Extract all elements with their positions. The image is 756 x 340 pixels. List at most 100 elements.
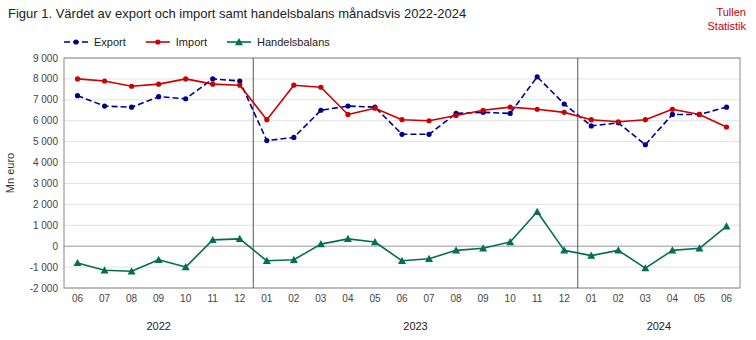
year-label: 2024 — [647, 320, 671, 332]
point — [589, 123, 594, 128]
point — [291, 135, 296, 140]
point — [668, 246, 676, 253]
point — [317, 240, 325, 247]
point — [614, 246, 622, 253]
point — [372, 106, 377, 111]
point — [589, 117, 594, 122]
watermark: Statistik — [707, 20, 746, 32]
point — [508, 105, 513, 110]
year-separator — [253, 58, 254, 288]
point — [290, 256, 298, 263]
point — [453, 113, 458, 118]
x-tick-label: 06 — [72, 293, 84, 304]
x-tick-label: 09 — [478, 293, 490, 304]
y-axis-label: Mn euro — [4, 153, 16, 193]
x-tick-label: 11 — [532, 293, 543, 304]
y-tick-label: 7 000 — [33, 94, 58, 105]
x-tick-label: 04 — [342, 293, 354, 304]
y-tick-label: 3 000 — [33, 178, 58, 189]
point — [425, 255, 433, 262]
y-tick-label: 1 000 — [33, 220, 58, 231]
point — [129, 105, 134, 110]
point — [695, 244, 703, 251]
x-tick-label: 10 — [505, 293, 517, 304]
point — [670, 107, 675, 112]
point — [264, 138, 269, 143]
point — [291, 83, 296, 88]
point — [506, 238, 514, 245]
plot-area — [74, 58, 731, 288]
grid — [64, 58, 740, 288]
point — [263, 257, 271, 264]
point — [670, 112, 675, 117]
grid-line — [64, 225, 740, 226]
y-tick-label: -1 000 — [30, 262, 59, 273]
year-label: 2023 — [403, 320, 427, 332]
point — [508, 111, 513, 116]
point — [587, 252, 595, 259]
series — [75, 74, 729, 147]
point — [560, 246, 568, 253]
point — [344, 235, 352, 242]
line — [78, 79, 727, 127]
plot-frame — [64, 58, 740, 288]
point — [102, 103, 107, 108]
point — [535, 74, 540, 79]
point — [481, 108, 486, 113]
point — [643, 142, 648, 147]
point — [724, 105, 729, 110]
x-tick-label: 06 — [396, 293, 408, 304]
chart: Figur 1. Värdet av export och import sam… — [0, 0, 756, 340]
point — [616, 119, 621, 124]
point — [210, 82, 215, 87]
x-tick-label: 05 — [369, 293, 381, 304]
point — [562, 101, 567, 106]
legend: Export Import Handelsbalans — [64, 36, 330, 48]
legend-marker — [235, 38, 243, 45]
point — [371, 238, 379, 245]
grid-line — [64, 162, 740, 163]
x-tick-label: 02 — [288, 293, 300, 304]
x-tick-label: 08 — [451, 293, 463, 304]
x-tick-label: 07 — [423, 293, 435, 304]
point — [479, 244, 487, 251]
y-tick-label: 2 000 — [33, 199, 58, 210]
point — [210, 76, 215, 81]
point — [345, 112, 350, 117]
legend-marker — [155, 39, 160, 44]
point — [535, 107, 540, 112]
point — [562, 110, 567, 115]
point — [129, 84, 134, 89]
point — [318, 85, 323, 90]
legend-label: Handelsbalans — [257, 36, 330, 48]
point — [183, 76, 188, 81]
legend-label: Export — [94, 36, 126, 48]
x-tick-label: 08 — [126, 293, 138, 304]
point — [155, 256, 163, 263]
x-tick-label: 07 — [99, 293, 111, 304]
point — [101, 266, 109, 273]
point — [209, 236, 217, 243]
point — [398, 257, 406, 264]
point — [426, 118, 431, 123]
y-tick-label: 8 000 — [33, 73, 58, 84]
point — [345, 103, 350, 108]
point — [156, 94, 161, 99]
legend-label: Import — [176, 36, 207, 48]
point — [697, 112, 702, 117]
y-tick-label: 9 000 — [33, 53, 58, 64]
x-tick-label: 12 — [559, 293, 571, 304]
x-tick-label: 03 — [315, 293, 327, 304]
grid-line — [64, 246, 740, 247]
watermark: Tullen — [716, 6, 746, 18]
year-label: 2022 — [146, 320, 170, 332]
grid-line — [64, 204, 740, 205]
x-tick-label: 02 — [613, 293, 625, 304]
grid-line — [64, 183, 740, 184]
y-tick-label: 0 — [52, 241, 58, 252]
point — [426, 132, 431, 137]
y-tick-label: 6 000 — [33, 115, 58, 126]
point — [156, 82, 161, 87]
x-tick-label: 06 — [721, 293, 733, 304]
point — [128, 267, 136, 274]
